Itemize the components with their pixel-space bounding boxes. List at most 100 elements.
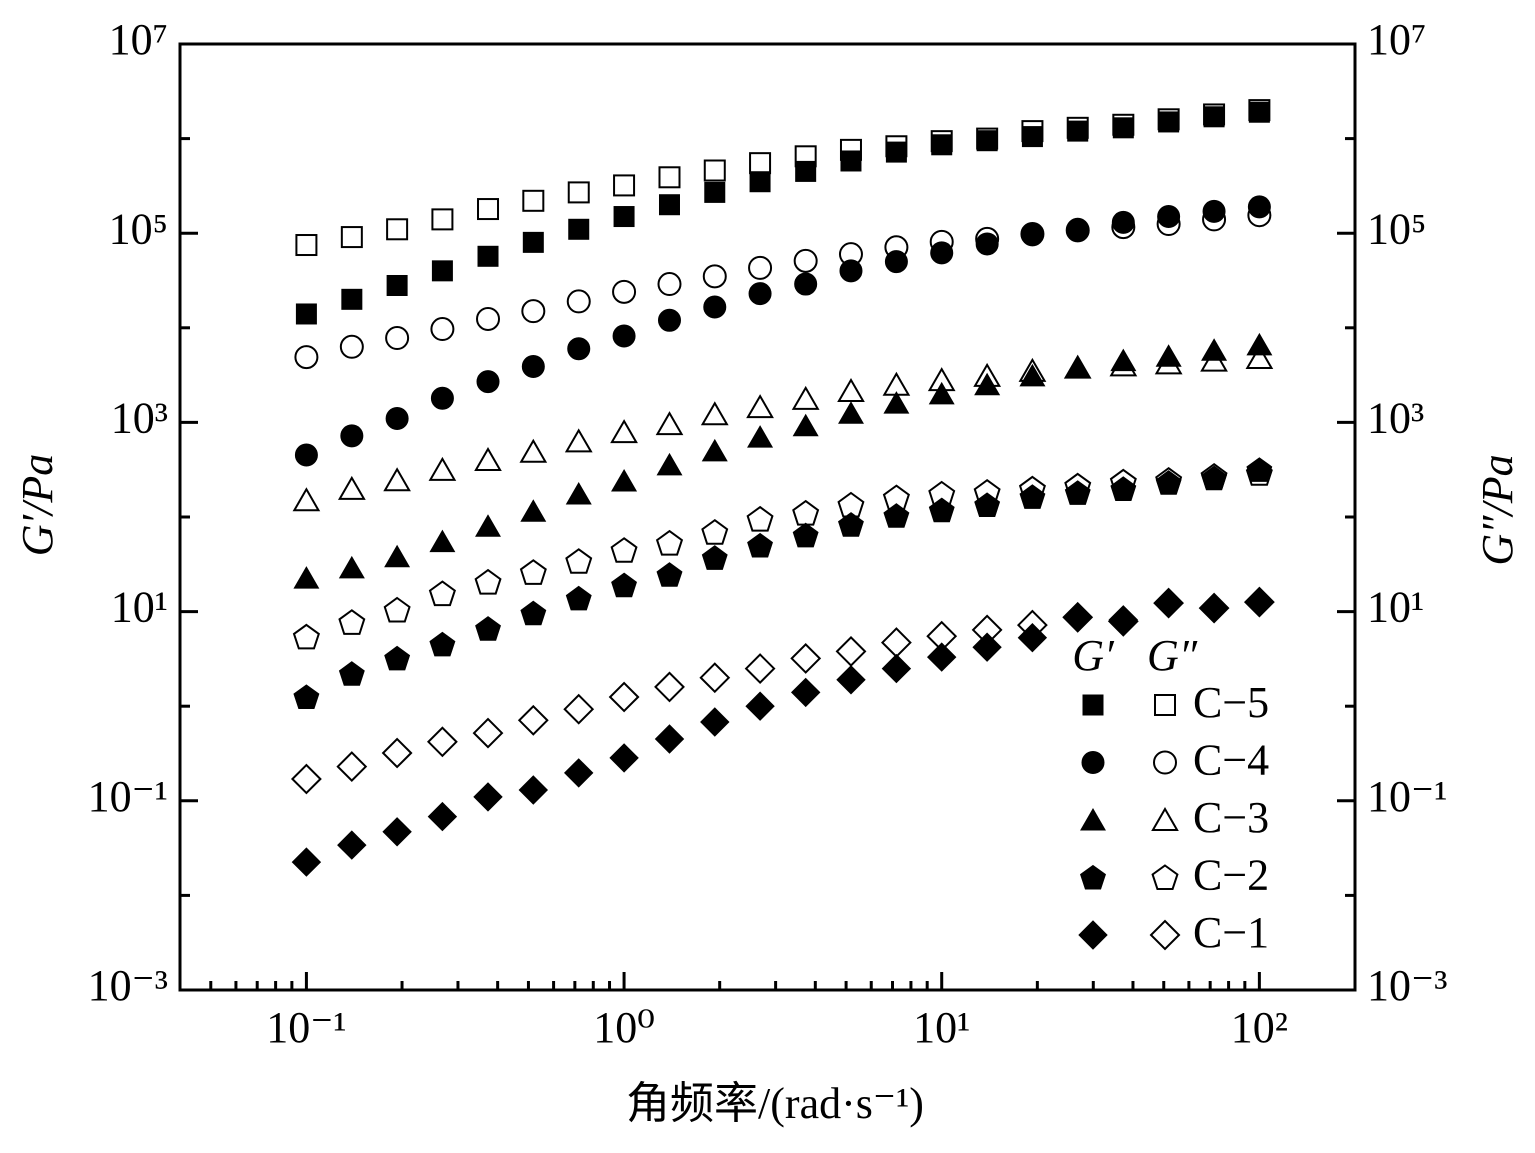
storage-modulus-point — [563, 758, 594, 788]
storage-modulus-point — [476, 370, 500, 394]
storage-modulus-point — [520, 499, 547, 522]
loss-modulus-point — [793, 248, 818, 273]
loss-modulus-point — [700, 401, 729, 426]
loss-modulus-point — [292, 487, 321, 512]
storage-modulus-point — [338, 661, 365, 686]
storage-modulus-point — [658, 194, 680, 216]
y-axis-label: G′/Pa — [13, 454, 62, 557]
storage-modulus-point — [337, 830, 367, 860]
loss-modulus-point — [383, 467, 411, 492]
storage-modulus-point — [429, 631, 456, 657]
legend-marker — [1153, 750, 1177, 775]
storage-modulus-point — [612, 324, 636, 348]
storage-modulus-point — [384, 645, 411, 671]
storage-modulus-point — [1155, 470, 1182, 495]
storage-modulus-point — [1062, 603, 1093, 633]
storage-modulus-point — [1064, 355, 1091, 379]
storage-modulus-point — [384, 544, 411, 568]
loss-modulus-point — [295, 234, 318, 257]
storage-modulus-point — [611, 572, 637, 598]
storage-modulus-point — [567, 337, 591, 361]
loss-modulus-point — [567, 181, 590, 204]
loss-modulus-point — [476, 306, 501, 331]
loss-modulus-point — [926, 620, 958, 652]
storage-modulus-point — [1021, 126, 1043, 148]
loss-modulus-point — [517, 704, 549, 736]
loss-modulus-point — [702, 264, 727, 289]
storage-modulus-point — [382, 817, 412, 847]
loss-modulus-point — [612, 279, 637, 304]
loss-modulus-point — [655, 529, 684, 556]
storage-modulus-point — [294, 443, 318, 467]
storage-modulus-point — [475, 616, 501, 641]
loss-modulus-point — [608, 681, 640, 713]
storage-modulus-point — [1157, 205, 1181, 229]
x-axis-label: 角频率/(rad·s⁻¹) — [626, 1079, 924, 1128]
storage-modulus-point — [340, 424, 364, 448]
loss-modulus-point — [564, 428, 593, 453]
loss-modulus-point — [703, 159, 726, 182]
legend-label: C−1 — [1193, 908, 1269, 957]
storage-modulus-point — [928, 381, 955, 405]
storage-modulus-point — [931, 134, 953, 156]
storage-modulus-point — [565, 585, 592, 611]
y2-tick-label: 10⁻³ — [1367, 961, 1447, 1010]
storage-modulus-point — [518, 775, 549, 805]
storage-modulus-point — [657, 308, 681, 332]
loss-modulus-point — [744, 653, 776, 685]
loss-modulus-point — [790, 642, 822, 674]
y-tick-label: 10³ — [111, 393, 168, 442]
storage-modulus-point — [522, 231, 544, 253]
loss-modulus-point — [746, 394, 774, 419]
storage-modulus-point — [520, 600, 547, 626]
x-tick-label: 10¹ — [913, 1003, 970, 1052]
loss-modulus-point — [613, 174, 636, 197]
storage-modulus-point — [1199, 593, 1229, 623]
storage-modulus-point — [291, 847, 322, 877]
storage-modulus-point — [430, 386, 454, 410]
loss-modulus-point — [701, 518, 729, 545]
storage-modulus-point — [1108, 605, 1139, 635]
storage-modulus-point — [1019, 484, 1046, 509]
storage-modulus-point — [838, 512, 864, 537]
storage-modulus-point — [1247, 195, 1271, 219]
legend-marker — [1080, 864, 1106, 890]
storage-modulus-point — [1158, 111, 1180, 133]
loss-modulus-point — [430, 317, 455, 342]
loss-modulus-point — [746, 505, 774, 532]
storage-modulus-point — [656, 562, 683, 587]
x-tick-label: 10⁰ — [593, 1003, 655, 1052]
loss-modulus-point — [791, 385, 820, 410]
y2-tick-label: 10⁵ — [1367, 204, 1426, 253]
storage-modulus-point — [700, 707, 730, 737]
legend-marker — [1154, 694, 1176, 716]
legend-marker — [1151, 864, 1179, 890]
storage-modulus-point — [749, 171, 771, 193]
loss-modulus-point — [1245, 344, 1274, 369]
loss-modulus-point — [748, 255, 773, 280]
storage-modulus-point — [385, 406, 409, 430]
loss-modulus-point — [381, 737, 413, 769]
storage-modulus-point — [473, 782, 503, 812]
loss-modulus-point — [657, 272, 682, 297]
storage-modulus-point — [926, 642, 957, 672]
storage-modulus-point — [972, 632, 1002, 662]
storage-modulus-point — [611, 469, 638, 492]
loss-modulus-point — [426, 726, 458, 758]
y-tick-label: 10⁻¹ — [88, 772, 168, 821]
storage-modulus-point — [427, 801, 458, 832]
y2-tick-label: 10⁷ — [1367, 15, 1426, 64]
storage-modulus-point — [1110, 476, 1137, 501]
storage-modulus-point — [883, 503, 910, 528]
legend-column-header: G″ — [1147, 631, 1198, 680]
loss-modulus-point — [792, 499, 820, 526]
storage-modulus-point — [794, 272, 818, 296]
loss-modulus-point — [294, 345, 319, 370]
storage-modulus-point — [881, 653, 912, 684]
loss-modulus-point — [292, 623, 320, 650]
x-tick-label: 10² — [1231, 1003, 1288, 1052]
storage-modulus-point — [1066, 217, 1090, 241]
storage-modulus-point — [1248, 101, 1270, 123]
loss-modulus-point — [337, 475, 366, 500]
